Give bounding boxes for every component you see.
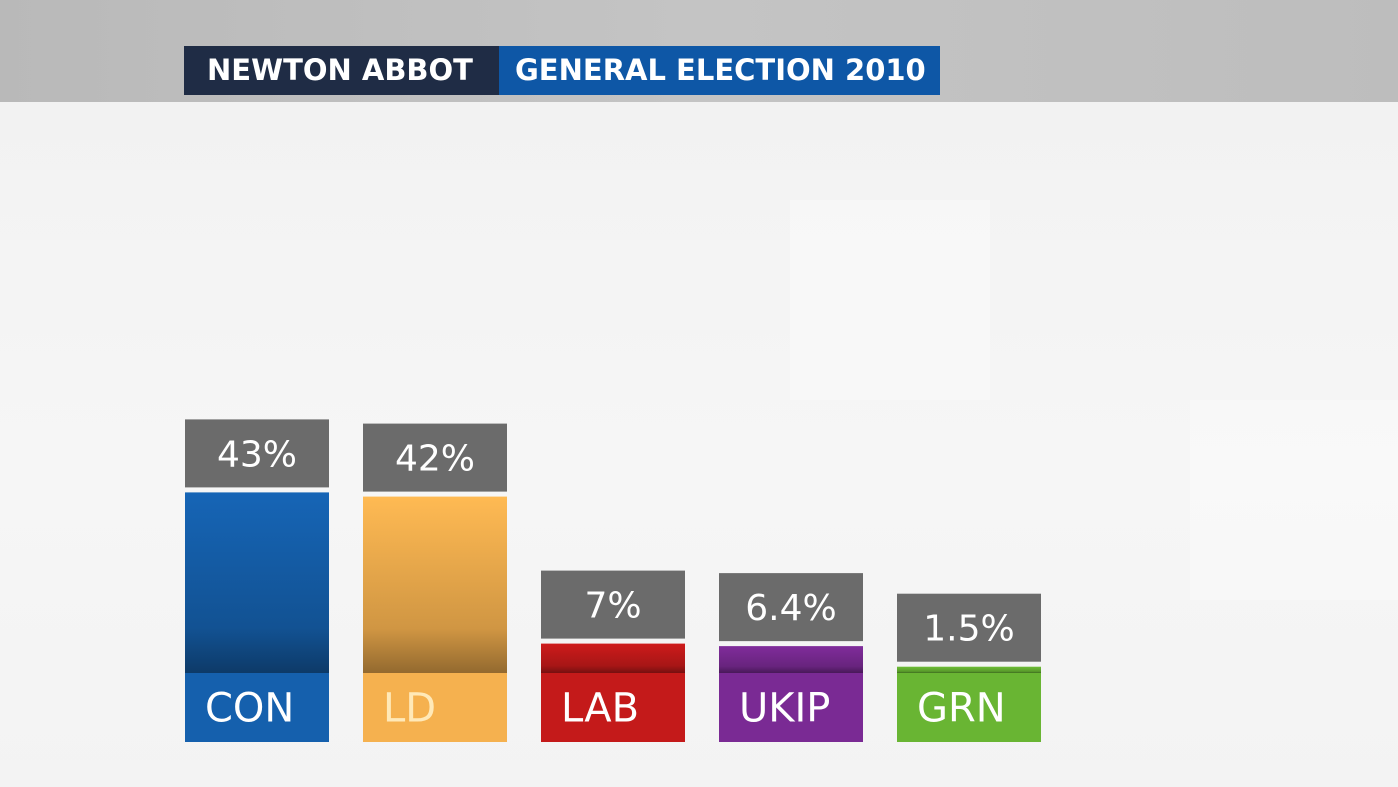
party-label-box bbox=[719, 673, 863, 742]
bar bbox=[363, 496, 507, 673]
value-box bbox=[363, 423, 507, 492]
party-label-box bbox=[363, 673, 507, 742]
category-label: LAB bbox=[561, 686, 639, 732]
bar bbox=[185, 492, 329, 673]
background-tile bbox=[1190, 400, 1398, 600]
category-label: UKIP bbox=[739, 686, 830, 732]
bar bbox=[897, 666, 1041, 673]
party-label-box bbox=[185, 673, 329, 742]
value-box bbox=[897, 593, 1041, 662]
title-bar: NEWTON ABBOT GENERAL ELECTION 2010 bbox=[184, 46, 940, 95]
value-label: 42% bbox=[395, 439, 475, 480]
value-box bbox=[719, 573, 863, 642]
value-label: 1.5% bbox=[923, 609, 1014, 650]
category-label: CON bbox=[205, 686, 294, 732]
category-label: LD bbox=[383, 686, 436, 732]
category-label: GRN bbox=[917, 686, 1006, 732]
party-label-box bbox=[541, 673, 685, 742]
value-label: 43% bbox=[217, 434, 297, 475]
election-title: GENERAL ELECTION 2010 bbox=[499, 46, 940, 95]
constituency-title: NEWTON ABBOT bbox=[184, 46, 499, 95]
value-box bbox=[541, 570, 685, 639]
value-box bbox=[185, 419, 329, 488]
bar bbox=[541, 643, 685, 673]
party-label-box bbox=[897, 673, 1041, 742]
background-tile bbox=[790, 200, 990, 400]
value-label: 6.4% bbox=[745, 588, 836, 629]
value-label: 7% bbox=[584, 586, 641, 627]
bar bbox=[719, 646, 863, 673]
